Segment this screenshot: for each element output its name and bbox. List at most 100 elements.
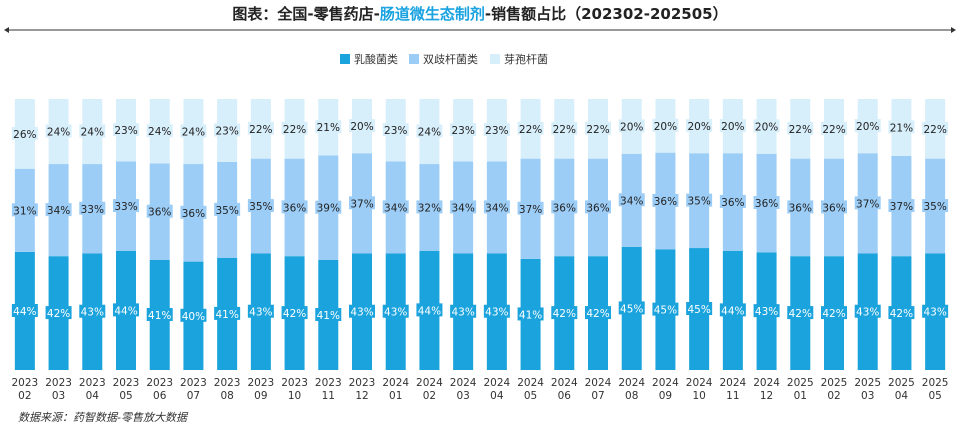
data-label: 36% [553, 202, 576, 214]
data-label: 42% [553, 308, 576, 320]
x-tick-label-line: 03 [861, 390, 874, 402]
x-tick-label-line: 2023 [315, 377, 342, 389]
data-label: 39% [317, 203, 340, 215]
data-label: 37% [519, 204, 542, 216]
data-label: 43% [350, 307, 373, 319]
data-label-bg [214, 202, 241, 216]
data-label: 43% [755, 306, 778, 318]
data-label: 35% [249, 201, 272, 213]
data-label: 31% [13, 205, 36, 217]
data-label: 45% [654, 305, 677, 317]
data-label-bg [180, 124, 207, 138]
data-label: 42% [283, 308, 306, 320]
data-label: 44% [721, 305, 744, 317]
x-tick-label-line: 05 [119, 390, 132, 402]
data-label: 36% [789, 202, 812, 214]
data-label-bg [382, 304, 409, 318]
data-label: 35% [687, 196, 710, 208]
x-tick-label-line: 06 [153, 390, 167, 402]
data-label: 20% [755, 121, 778, 133]
x-axis-tick-labels: 2023022023032023042023052023062023072023… [11, 377, 948, 402]
x-tick-label-line: 2025 [787, 377, 814, 389]
data-label: 22% [553, 124, 576, 136]
data-label-bg [652, 118, 679, 132]
data-label-bg [450, 200, 477, 214]
data-label-bg [113, 123, 139, 137]
data-label-bg [281, 121, 308, 135]
data-label-bg [146, 307, 173, 321]
data-label-bg [787, 121, 814, 135]
data-label-bg [551, 121, 578, 135]
data-label-bg [180, 308, 207, 322]
x-tick-label-line: 2024 [719, 377, 746, 389]
data-label: 34% [384, 202, 407, 214]
data-label-bg [551, 306, 578, 320]
data-label-bg [79, 124, 106, 138]
data-label-bg [79, 304, 106, 318]
data-label: 34% [485, 202, 508, 214]
x-tick-label-line: 2024 [551, 377, 578, 389]
x-tick-label-line: 2023 [146, 377, 173, 389]
legend: 乳酸菌类 双歧杆菌类 芽孢杆菌 [340, 52, 548, 66]
data-label: 36% [654, 196, 677, 208]
data-label-bg [146, 204, 173, 218]
data-label: 32% [418, 202, 441, 214]
data-label: 44% [418, 305, 441, 317]
data-label-bg [382, 123, 409, 137]
x-tick-label-line: 12 [355, 390, 368, 402]
data-label-bg [79, 201, 106, 215]
data-label: 24% [148, 126, 171, 138]
data-label-bg [247, 304, 274, 318]
data-label-bg [517, 121, 544, 135]
x-tick-label-line: 2023 [349, 377, 376, 389]
x-tick-label-line: 2024 [618, 377, 645, 389]
data-label-bg [382, 200, 409, 214]
data-label: 26% [13, 129, 36, 141]
data-label-bg [483, 304, 510, 318]
x-tick-label-line: 04 [895, 390, 909, 402]
data-label-bg [45, 203, 72, 217]
data-label: 22% [519, 124, 542, 136]
data-label-bg [450, 123, 477, 137]
data-label: 33% [81, 204, 104, 216]
x-tick-label-line: 05 [928, 390, 941, 402]
data-label: 42% [47, 308, 70, 320]
data-label: 22% [822, 124, 845, 136]
data-label-bg [787, 306, 814, 320]
data-label-bg [416, 124, 443, 138]
x-tick-label-line: 2023 [11, 377, 38, 389]
data-label-bg [349, 304, 375, 318]
x-tick-label-line: 02 [18, 390, 31, 402]
data-label: 24% [81, 127, 104, 139]
legend-swatch [409, 54, 419, 64]
x-tick-label-line: 2025 [854, 377, 881, 389]
x-tick-label-line: 2023 [113, 377, 140, 389]
x-tick-label-line: 09 [254, 390, 267, 402]
data-label: 45% [620, 303, 643, 315]
x-tick-label: 202505 [922, 377, 949, 402]
data-label: 43% [856, 307, 879, 319]
data-label: 36% [586, 202, 609, 214]
data-label: 36% [755, 198, 778, 210]
data-label-bg [753, 304, 780, 318]
data-label-bg [315, 200, 342, 214]
data-label-bg [888, 120, 915, 134]
data-label-bg [618, 119, 645, 133]
data-label: 36% [182, 208, 205, 220]
title-suffix: -销售额占比（202302-202505） [484, 5, 728, 23]
data-label: 34% [451, 202, 474, 214]
x-tick-label-line: 02 [423, 390, 436, 402]
x-tick-label: 202302 [11, 377, 38, 402]
x-tick-label-line: 08 [625, 390, 638, 402]
x-tick-label-line: 2025 [888, 377, 915, 389]
x-tick-label-line: 2024 [753, 377, 780, 389]
